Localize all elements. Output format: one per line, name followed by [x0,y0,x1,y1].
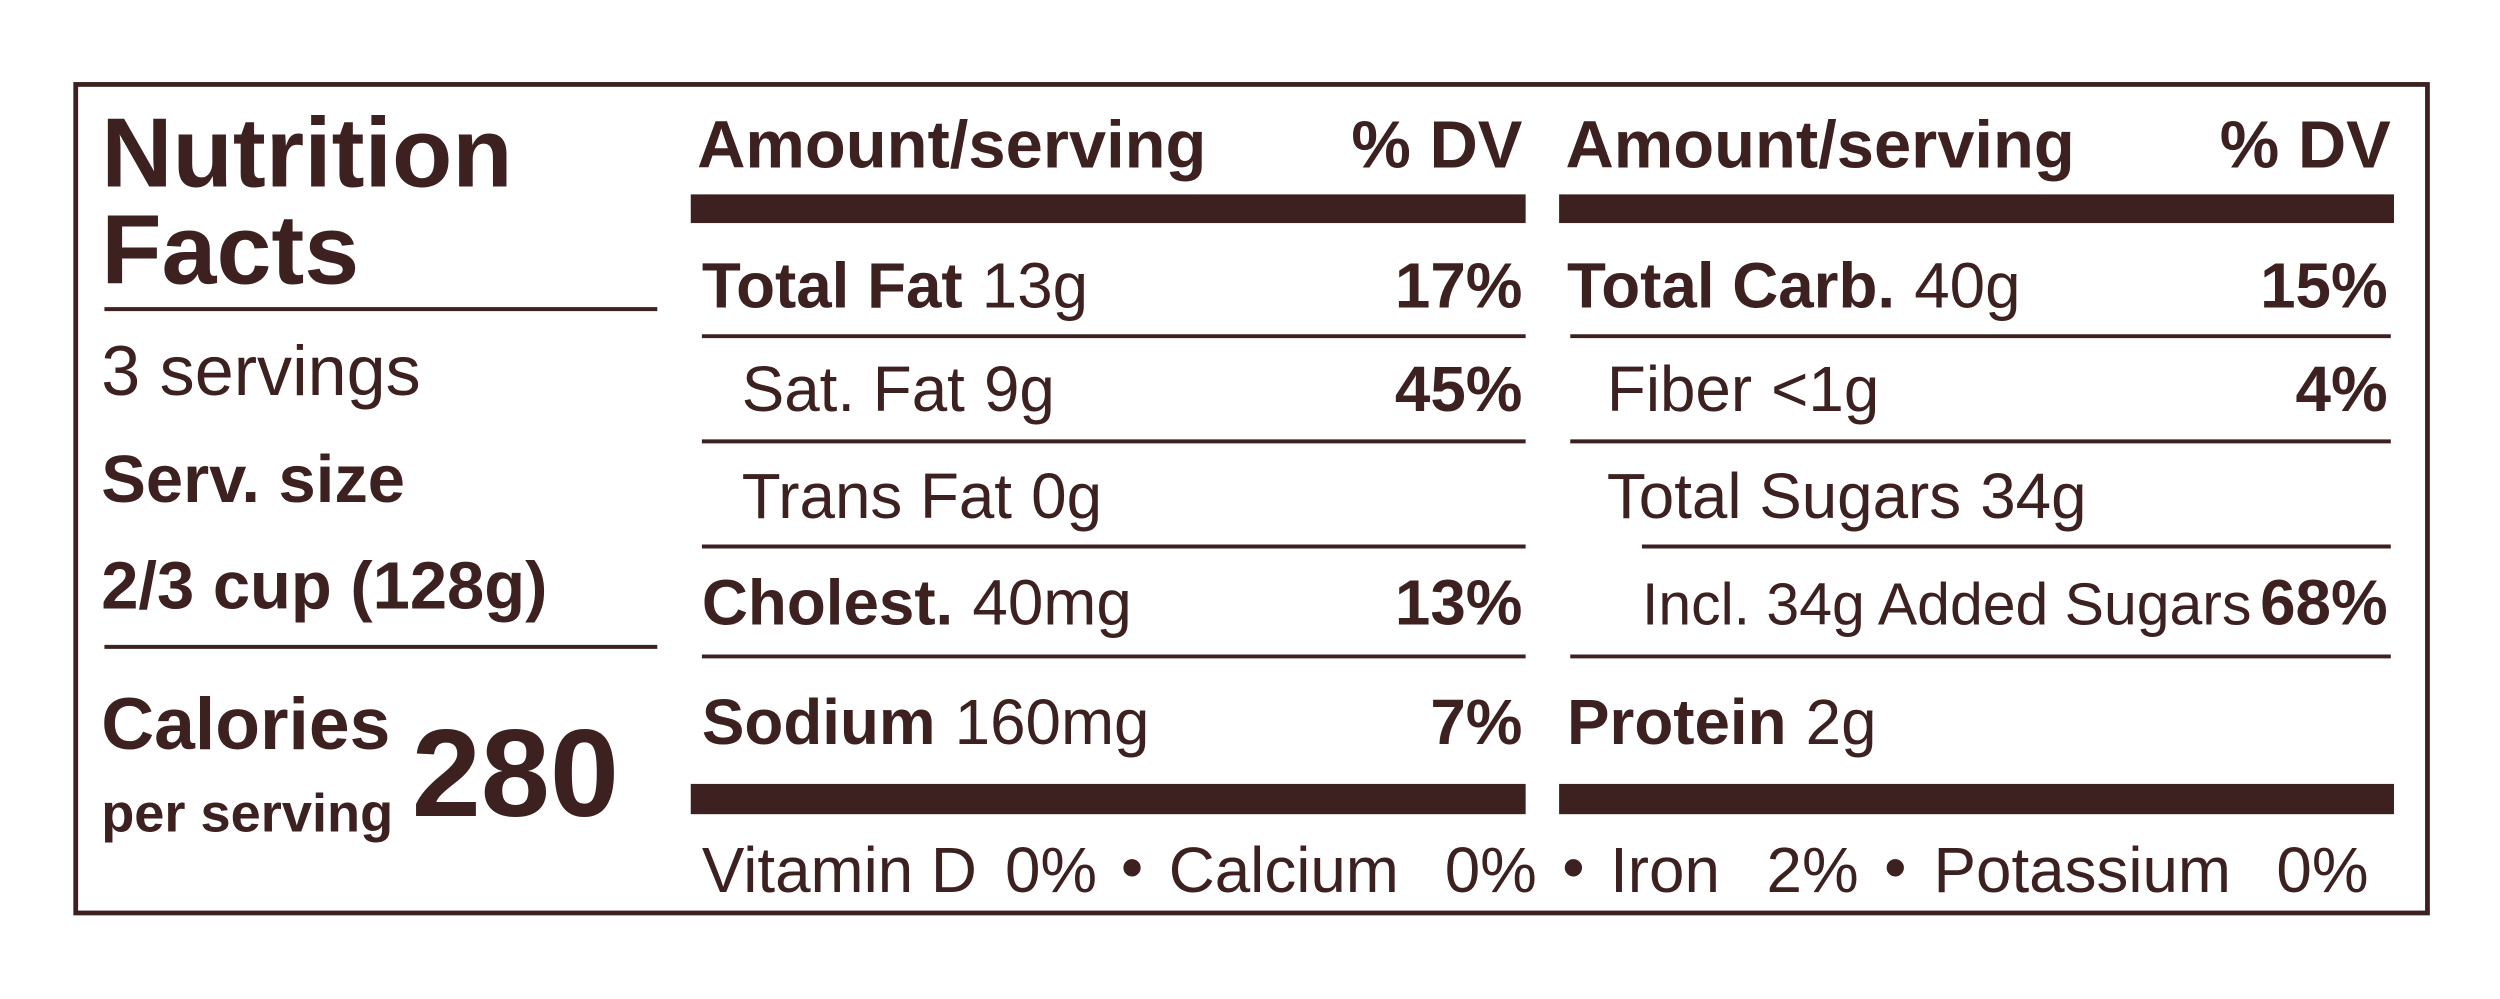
nutrient-amount: 13g [982,250,1088,322]
vitamin-dv: 0% [1005,834,1097,906]
column-header: % DV [1351,107,1522,182]
daily-value: 68% [2260,567,2388,639]
vitamin-dv: 2% [1767,834,1859,906]
nutrient: Total Carb. 40g [1567,250,2020,322]
nutrient-amount: 9g [984,353,1055,425]
nutrient-name: Fiber [1607,353,1752,425]
column-header: Amount/serving [697,107,1206,182]
nutrient-amount: 34g [1980,460,2086,532]
daily-value: 4% [2296,353,2388,425]
thick-bar [690,194,1526,224]
nutrient: Sat. Fat 9g [742,353,1055,425]
nutrient-amount: 40mg [972,567,1131,639]
daily-value: 45% [1395,353,1523,425]
vitamin-name: Vitamin D [702,834,977,906]
nutrient-name: Sat. Fat [742,353,965,425]
serving-size-label: Serv. size [101,442,405,517]
nutrient-amount: 0g [1031,460,1102,532]
nutrient: Total Fat 13g [702,250,1088,322]
nutrient: Sodium 160mg [702,686,1150,758]
bullet: • [1884,831,1906,903]
calories-label: Calories [101,683,390,765]
nutrient: Total Sugars 34g [1607,460,2087,532]
nutrient: Trans Fat 0g [742,460,1102,532]
calories: 280 [412,705,619,843]
nutrient-name: Trans Fat [742,460,1013,532]
nutrient-name: Protein [1567,686,1787,758]
servings: 3 servings [101,332,420,410]
nutrient-amount: <1g [1771,353,1879,425]
border [73,82,2430,916]
nutrient-amount: 40g [1914,250,2020,322]
thick-bar [690,783,1526,815]
daily-value: 17% [1395,250,1523,322]
nutrient: Fiber <1g [1607,353,1879,425]
nutrient-name: Total Fat [702,250,963,322]
vitamin-name: Calcium [1169,834,1399,906]
serving-size: 2/3 cup (128g) [101,549,547,624]
nutrient-name: Total Sugars [1607,460,1961,532]
title: Nutrition [101,97,512,207]
nutrient-amount: 160mg [955,686,1150,758]
column-header: % DV [2220,107,2391,182]
calories-label: per serving [101,784,393,844]
nutrient: Cholest. 40mg [702,567,1132,639]
nutrient-name: Sodium [702,686,936,758]
thick-bar [1559,783,2394,815]
bullet: • [1562,831,1584,903]
nutrient-name: Incl. 34g Added Sugars [1642,573,2251,638]
title: Facts [101,195,359,305]
thick-bar [1559,194,2394,224]
vitamin-name: Potassium [1934,834,2231,906]
vitamin-name: Iron [1610,834,1720,906]
bullet: • [1121,831,1143,903]
daily-value: 7% [1430,686,1522,758]
nutrient-amount: 2g [1806,686,1877,758]
daily-value: 15% [2260,250,2388,322]
vitamin-dv: 0% [1445,834,1537,906]
nutrient: Protein 2g [1567,686,1876,758]
nutrient-name: Cholest. [702,567,953,639]
nutrient-name: Total Carb. [1567,250,1895,322]
vitamin-dv: 0% [2276,834,2368,906]
daily-value: 13% [1395,567,1523,639]
column-header: Amount/serving [1565,107,2074,182]
